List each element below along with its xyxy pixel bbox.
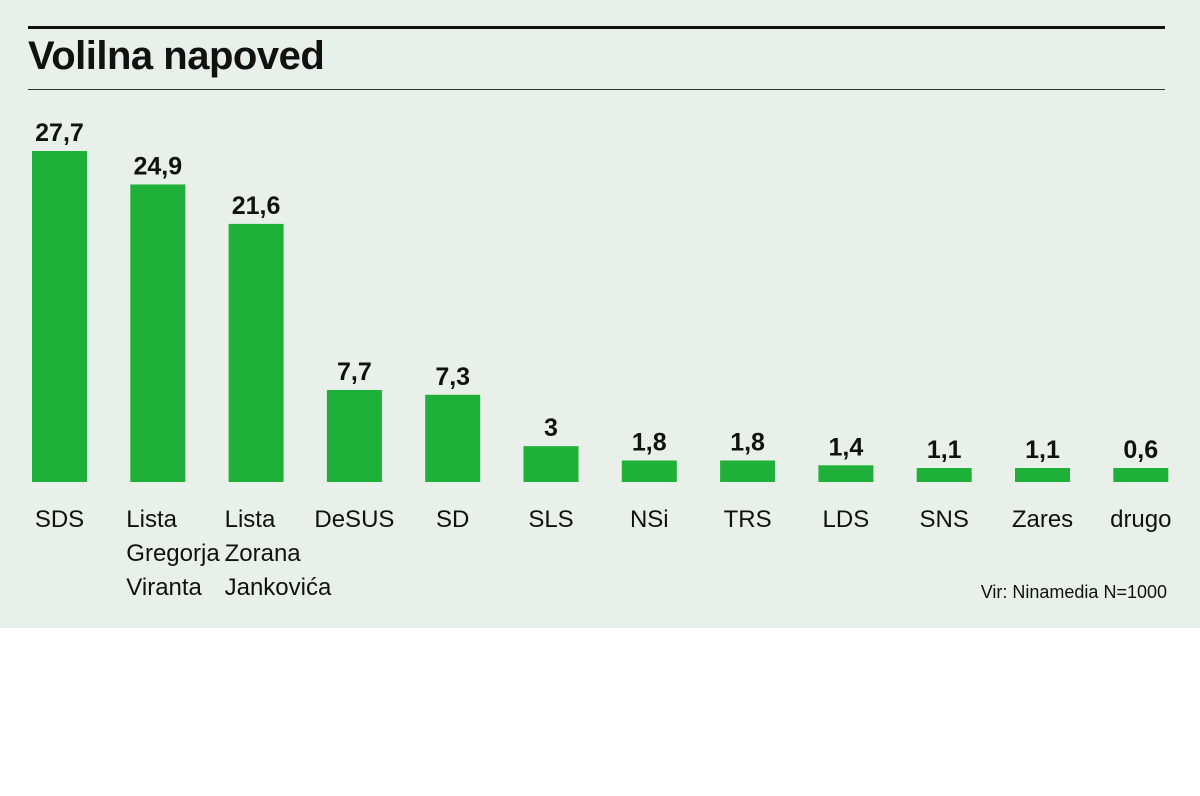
chart-title: Volilna napoved [28, 34, 325, 78]
category-label-2: Lista Zorana Jankovića [225, 506, 332, 601]
category-label-7: TRS [724, 506, 772, 533]
category-label-line: DeSUS [314, 506, 394, 533]
category-label-line: Zares [1012, 506, 1073, 533]
category-label-line: LDS [823, 506, 870, 533]
value-label-8: 1,4 [829, 433, 864, 461]
chart-panel: Volilna napoved 27,7 SDS 24,9 Lista Gregorja… [0, 0, 1200, 628]
top-rule [28, 26, 1165, 29]
title-underline [28, 89, 1165, 90]
category-label-3: DeSUS [314, 506, 394, 533]
category-label-line: TRS [724, 506, 772, 533]
bar-2 [228, 223, 284, 482]
category-label-9: SNS [920, 506, 969, 533]
category-label-6: NSi [630, 506, 669, 533]
value-label-11: 0,6 [1123, 436, 1158, 464]
bar-10 [1015, 468, 1070, 482]
category-label-line: SNS [920, 506, 969, 533]
bar-9 [916, 468, 972, 482]
category-label-10: Zares [1012, 506, 1073, 533]
bar-5 [523, 446, 579, 482]
category-label-line: SLS [528, 506, 573, 533]
value-label-7: 1,8 [730, 428, 765, 456]
category-label-1: Lista Gregorja Viranta [126, 506, 220, 601]
category-label-5: SLS [528, 506, 573, 533]
bar-7 [720, 460, 776, 482]
category-label-line: NSi [630, 506, 669, 533]
category-label-line: SD [436, 506, 469, 533]
bar-4 [425, 394, 481, 482]
bar-8 [818, 465, 874, 482]
bar-3 [326, 389, 382, 482]
category-label-line: Gregorja [126, 540, 220, 567]
value-label-4: 7,3 [435, 363, 470, 391]
value-label-10: 1,1 [1025, 436, 1060, 464]
value-label-6: 1,8 [632, 428, 667, 456]
bar-6 [621, 460, 677, 482]
category-label-line: Viranta [126, 574, 202, 601]
value-label-2: 21,6 [232, 192, 281, 220]
category-label-11: drugo [1110, 506, 1171, 533]
bar-0 [32, 151, 87, 482]
category-label-0: SDS [35, 506, 84, 533]
category-label-4: SD [436, 506, 469, 533]
category-label-line: Jankovića [225, 574, 332, 601]
category-label-8: LDS [823, 506, 870, 533]
value-label-1: 24,9 [133, 152, 182, 180]
bar-1 [130, 184, 186, 482]
source-note: Vir: Ninamedia N=1000 [980, 582, 1167, 602]
category-label-line: Lista [225, 506, 276, 533]
category-label-line: Zorana [225, 540, 302, 567]
category-label-line: SDS [35, 506, 84, 533]
category-label-line: Lista [126, 506, 177, 533]
value-label-5: 3 [544, 414, 558, 442]
category-label-line: drugo [1110, 506, 1171, 533]
value-label-9: 1,1 [927, 436, 962, 464]
value-label-3: 7,7 [337, 358, 372, 386]
bar-11 [1113, 468, 1169, 482]
value-label-0: 27,7 [35, 119, 84, 147]
